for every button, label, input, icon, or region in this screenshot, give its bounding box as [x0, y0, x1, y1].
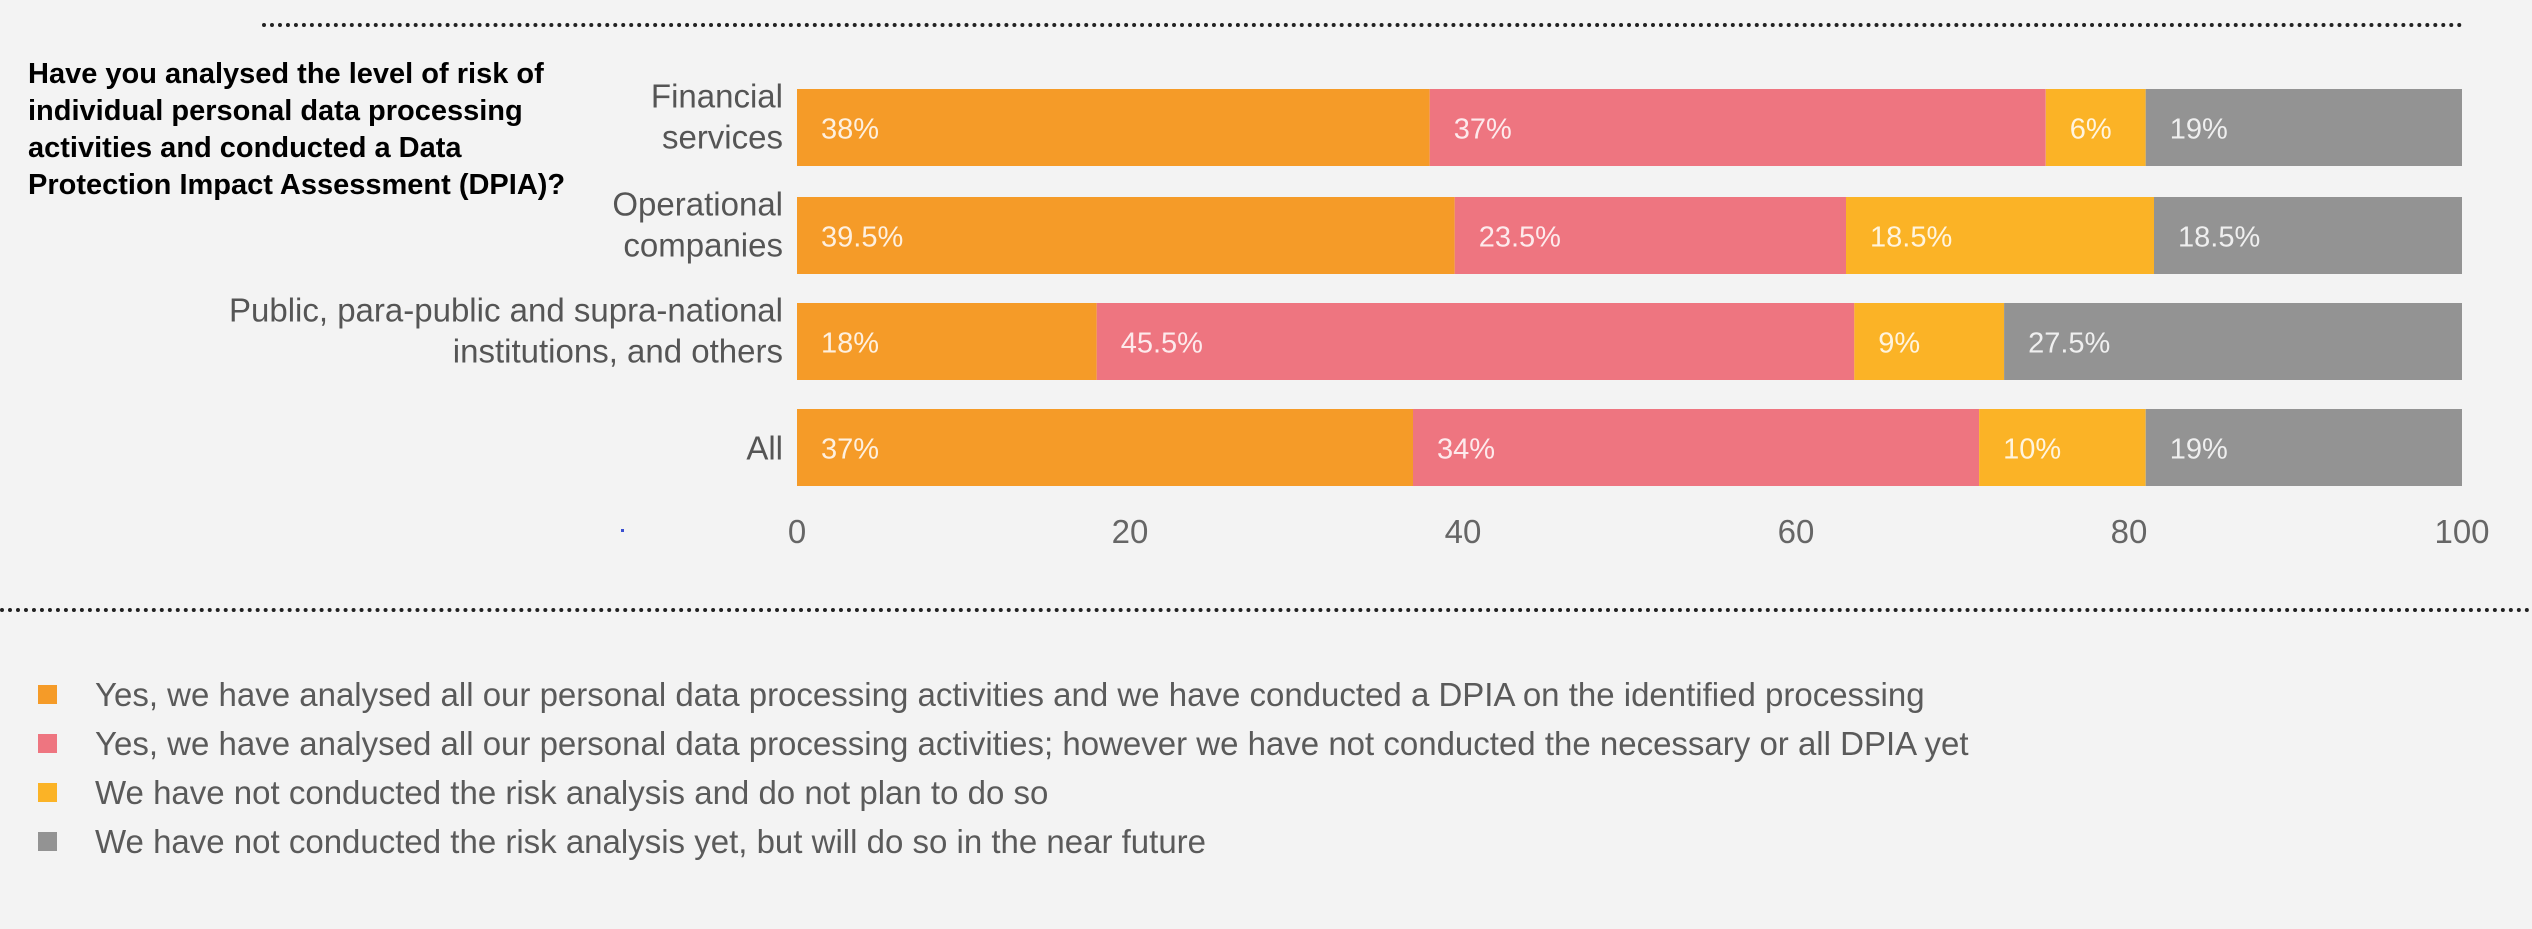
- category-label: services: [662, 119, 783, 156]
- legend-swatch: [38, 832, 57, 851]
- stacked-bar-chart: Financial services 38% 37% 6% 19% Operational c…: [229, 78, 2490, 551]
- x-tick-label: 100: [2434, 513, 2489, 550]
- category-label: Financial: [651, 78, 783, 115]
- category-label: companies: [623, 227, 783, 264]
- x-tick-label: 60: [1778, 513, 1815, 550]
- data-label: 23.5%: [1479, 222, 1561, 254]
- bar-segment: [2154, 197, 2462, 274]
- data-label: 45.5%: [1121, 328, 1203, 360]
- category-label: All: [746, 430, 783, 467]
- data-label: 18.5%: [1870, 222, 1952, 254]
- data-label: 18%: [821, 328, 879, 360]
- bar-segment: [2145, 409, 2462, 486]
- bar-segment: [1846, 197, 2154, 274]
- x-tick-label: 80: [2111, 513, 2148, 550]
- legend-item: We have not conducted the risk analysis …: [38, 768, 1969, 817]
- bar-segment: [1979, 409, 2146, 486]
- bar-segment: [797, 303, 1097, 380]
- bar-segment: [2004, 303, 2462, 380]
- x-tick-label: 20: [1112, 513, 1149, 550]
- x-tick-label: 0: [788, 513, 806, 550]
- legend-label: We have not conducted the risk analysis …: [95, 822, 1207, 860]
- data-label: 9%: [1878, 328, 1920, 360]
- top-dotted-divider: [262, 23, 2464, 27]
- bar-segment: [1413, 409, 1980, 486]
- category-label: Operational: [612, 186, 783, 223]
- legend-item: Yes, we have analysed all our personal d…: [38, 719, 1969, 768]
- data-label: 27.5%: [2028, 328, 2110, 360]
- legend-label: Yes, we have analysed all our personal d…: [95, 675, 1925, 713]
- stray-dot: [621, 529, 624, 532]
- bar-segment: [797, 197, 1455, 274]
- legend-swatch: [38, 783, 57, 802]
- bar-segment: [1854, 303, 2005, 380]
- data-label: 19%: [2170, 114, 2228, 146]
- bar-segment: [1454, 197, 1846, 274]
- question-title: Have you analysed the level of risk of i…: [28, 58, 566, 201]
- bar-segment: [2045, 89, 2146, 166]
- legend-item: Yes, we have analysed all our personal d…: [38, 670, 1969, 719]
- chart-legend: Yes, we have analysed all our personal d…: [38, 670, 1969, 866]
- data-label: 39.5%: [821, 222, 903, 254]
- bar-segment: [1096, 303, 1855, 380]
- category-label: Public, para-public and supra-national: [229, 292, 783, 329]
- middle-dotted-divider: [0, 608, 2532, 612]
- x-tick-label: 40: [1445, 513, 1482, 550]
- data-label: 37%: [821, 434, 879, 466]
- bar-segment: [797, 409, 1413, 486]
- data-label: 37%: [1454, 114, 1512, 146]
- legend-swatch: [38, 685, 57, 704]
- legend-label: We have not conducted the risk analysis …: [95, 773, 1049, 811]
- data-label: 19%: [2170, 434, 2228, 466]
- data-label: 38%: [821, 114, 879, 146]
- legend-label: Yes, we have analysed all our personal d…: [95, 724, 1969, 762]
- bar-segment: [1429, 89, 2046, 166]
- data-label: 18.5%: [2178, 222, 2260, 254]
- bar-segment: [797, 89, 1430, 166]
- data-label: 6%: [2070, 114, 2112, 146]
- category-label: institutions, and others: [453, 333, 783, 370]
- legend-item: We have not conducted the risk analysis …: [38, 817, 1969, 866]
- bar-segment: [2145, 89, 2462, 166]
- legend-swatch: [38, 734, 57, 753]
- data-label: 10%: [2003, 434, 2061, 466]
- data-label: 34%: [1437, 434, 1495, 466]
